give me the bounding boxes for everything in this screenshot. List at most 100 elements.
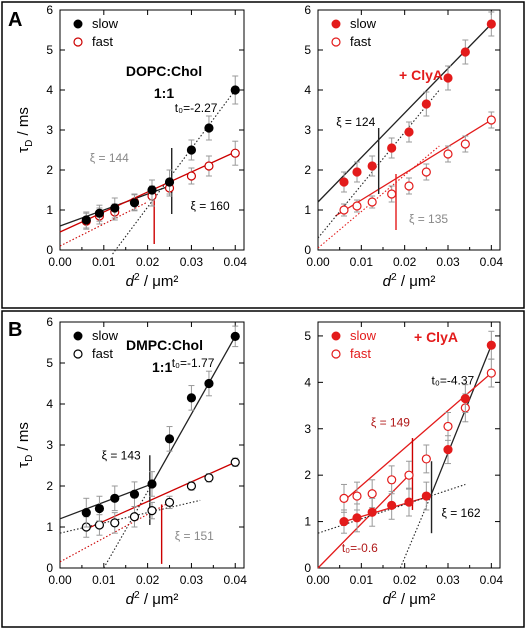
slow-point xyxy=(443,445,453,455)
legend-slow-marker xyxy=(73,331,83,341)
x-tick-label: 0.00 xyxy=(306,573,330,587)
plot-title: + ClyA xyxy=(414,329,458,345)
fit-line xyxy=(317,474,410,569)
fast-point xyxy=(204,161,214,171)
legend-fast-marker xyxy=(73,37,83,47)
y-tick-label: 1 xyxy=(304,203,311,217)
y-tick-label: 0 xyxy=(304,561,311,575)
fast-point xyxy=(164,497,175,507)
y-tick-label: 4 xyxy=(46,83,53,97)
x-tick-label: 0.02 xyxy=(393,573,417,587)
slow-point xyxy=(404,497,414,507)
slow-point xyxy=(110,493,120,503)
fast-point xyxy=(367,489,377,499)
y-tick-label: 1 xyxy=(46,520,53,534)
legend-slow-marker xyxy=(331,331,341,341)
slow-point xyxy=(352,513,362,523)
x-axis-label: d2 / μm² xyxy=(383,589,436,608)
slow-point xyxy=(81,508,91,518)
fast-point xyxy=(460,139,470,149)
annotation: ξ = 124 xyxy=(336,115,375,129)
slow-point xyxy=(486,19,496,29)
y-tick-label: 1 xyxy=(46,203,53,217)
y-tick-label: 5 xyxy=(46,43,53,57)
y-tick-label: 5 xyxy=(304,43,311,57)
plots-layer: 0.00 0.01 0.02 0.03 0.04 0 1 2 3 4 5 6 d2 / μm² τD / … xyxy=(15,3,503,608)
x-axis-label: d2 / μm² xyxy=(126,589,179,608)
slow-point xyxy=(460,47,470,57)
plot-title-line2: 1:1 xyxy=(154,85,174,101)
y-tick-label: 3 xyxy=(304,123,311,137)
legend-slow-label: slow xyxy=(350,328,377,343)
x-tick-label: 0.00 xyxy=(306,255,330,269)
x-tick-label: 0.02 xyxy=(136,573,160,587)
x-tick-label: 0.02 xyxy=(393,255,417,269)
annotation: ξ = 143 xyxy=(102,448,141,462)
slow-point xyxy=(164,177,175,187)
fast-point xyxy=(186,481,197,491)
y-tick-label: 6 xyxy=(46,315,53,329)
fit-line-dotted xyxy=(112,89,236,255)
panel-a-frame xyxy=(1,1,525,309)
slow-point xyxy=(339,177,349,187)
panel-b-frame xyxy=(1,310,525,628)
x-tick-label: 0.01 xyxy=(350,573,374,587)
fit-line-dotted xyxy=(59,499,201,534)
x-axis-label: d2 / μm² xyxy=(126,271,179,290)
fast-point xyxy=(204,473,214,483)
y-tick-label: 0 xyxy=(46,561,53,575)
legend-slow-label: slow xyxy=(92,328,119,343)
y-tick-label: 5 xyxy=(304,329,311,343)
slow-point xyxy=(186,393,197,403)
legend-slow-marker xyxy=(73,19,83,29)
legend-fast-marker xyxy=(331,37,341,47)
x-tick-label: 0.04 xyxy=(224,255,248,269)
slow-point xyxy=(387,500,397,510)
slow-point xyxy=(367,507,377,517)
y-axis-label: τD / ms xyxy=(15,422,35,468)
y-tick-label: 6 xyxy=(46,3,53,17)
x-tick-label: 0.04 xyxy=(224,573,248,587)
slow-point xyxy=(421,491,431,501)
fast-point xyxy=(421,454,431,464)
x-tick-label: 0.00 xyxy=(48,573,72,587)
plot-title: + ClyA xyxy=(399,67,443,83)
annotation: ξ = 144 xyxy=(90,151,129,165)
plot-1-0: 0.00 0.01 0.02 0.03 0.04 0 1 2 3 4 5 6 d2 / μm² τD / … xyxy=(15,315,247,608)
annotation: t₀=-4.37 xyxy=(432,374,475,388)
slow-point xyxy=(352,167,362,177)
y-tick-label: 3 xyxy=(46,123,53,137)
y-axis-label: τD / ms xyxy=(15,107,35,153)
slow-point xyxy=(94,208,105,218)
annotation: ξ = 151 xyxy=(175,529,214,543)
y-tick-label: 2 xyxy=(304,468,311,482)
slow-point xyxy=(186,145,197,155)
legend-slow-label: slow xyxy=(350,16,377,31)
legend-fast-label: fast xyxy=(350,346,371,361)
slow-point xyxy=(94,503,105,514)
y-tick-label: 3 xyxy=(304,422,311,436)
y-tick-label: 0 xyxy=(46,243,53,257)
fast-point xyxy=(421,167,431,177)
slow-point xyxy=(367,161,377,171)
x-tick-label: 0.02 xyxy=(136,255,160,269)
fast-point xyxy=(339,205,349,215)
y-tick-label: 2 xyxy=(46,479,53,493)
slow-point xyxy=(204,123,214,133)
fast-point xyxy=(443,149,453,159)
fast-point xyxy=(147,506,157,516)
slow-point xyxy=(129,198,140,208)
fast-point xyxy=(352,491,362,501)
plot-title: DOPC:Chol xyxy=(126,63,202,79)
slow-point xyxy=(147,185,157,195)
plot-1-1: 0.00 0.01 0.02 0.03 0.04 0 1 2 3 4 5 d2 / μm² t₀=-4.… xyxy=(304,321,503,608)
fast-point xyxy=(186,171,197,181)
fast-point xyxy=(387,475,397,485)
y-tick-label: 6 xyxy=(304,3,311,17)
y-tick-label: 4 xyxy=(304,375,311,389)
panel-a-label: A xyxy=(8,9,22,31)
y-tick-label: 4 xyxy=(304,83,311,97)
legend-fast-marker xyxy=(331,349,341,359)
fast-point xyxy=(486,368,496,378)
